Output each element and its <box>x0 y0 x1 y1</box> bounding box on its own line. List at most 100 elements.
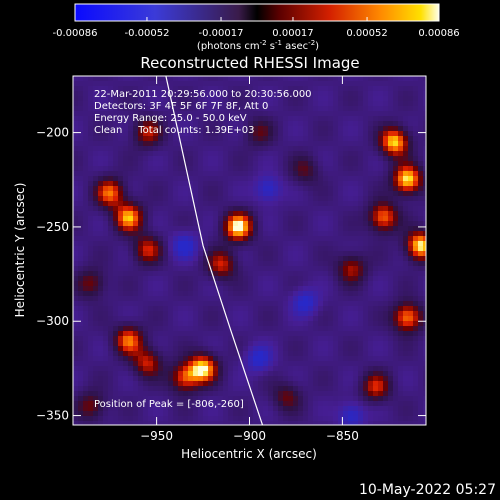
heatmap-cell <box>308 331 313 336</box>
heatmap-cell <box>198 241 203 246</box>
heatmap-cell <box>263 286 268 291</box>
heatmap-cell <box>353 76 358 81</box>
heatmap-cell <box>393 251 398 256</box>
heatmap-cell <box>133 136 138 141</box>
heatmap-cell <box>83 236 88 241</box>
heatmap-cell <box>303 266 308 271</box>
heatmap-cell <box>228 291 233 296</box>
heatmap-cell <box>163 286 168 291</box>
heatmap-cell <box>213 276 218 281</box>
heatmap-cell <box>328 366 333 371</box>
heatmap-cell <box>398 196 403 201</box>
heatmap-cell <box>413 326 418 331</box>
heatmap-cell <box>103 381 108 386</box>
heatmap-cell <box>278 421 283 425</box>
heatmap-cell <box>338 111 343 116</box>
heatmap-cell <box>378 131 383 136</box>
heatmap-cell <box>78 136 83 141</box>
heatmap-cell <box>108 176 113 181</box>
heatmap-cell <box>258 111 263 116</box>
heatmap-cell <box>103 171 108 176</box>
heatmap-cell <box>198 306 203 311</box>
heatmap-cell <box>333 196 338 201</box>
heatmap-cell <box>163 411 168 416</box>
heatmap-cell <box>383 131 388 136</box>
heatmap-cell <box>233 301 238 306</box>
heatmap-cell <box>263 301 268 306</box>
heatmap-cell <box>258 326 263 331</box>
heatmap-cell <box>323 156 328 161</box>
heatmap-cell <box>178 401 183 406</box>
heatmap-cell <box>103 256 108 261</box>
heatmap-cell <box>148 86 153 91</box>
heatmap-cell <box>353 106 358 111</box>
heatmap-cell <box>318 286 323 291</box>
heatmap-cell <box>423 231 426 236</box>
heatmap-cell <box>213 261 218 266</box>
heatmap-cell <box>88 151 93 156</box>
heatmap-cell <box>163 181 168 186</box>
heatmap-cell <box>308 406 313 411</box>
heatmap-cell <box>233 411 238 416</box>
heatmap-cell <box>203 286 208 291</box>
heatmap-cell <box>248 136 253 141</box>
heatmap-cell <box>208 171 213 176</box>
heatmap-cell <box>118 281 123 286</box>
heatmap-cell <box>403 156 408 161</box>
heatmap-cell <box>138 376 143 381</box>
heatmap-cell <box>308 81 313 86</box>
heatmap-cell <box>108 331 113 336</box>
heatmap-cell <box>388 166 393 171</box>
heatmap-cell <box>188 251 193 256</box>
heatmap-cell <box>118 346 123 351</box>
heatmap-cell <box>98 276 103 281</box>
heatmap-cell <box>328 371 333 376</box>
heatmap-cell <box>98 316 103 321</box>
heatmap-cell <box>248 111 253 116</box>
heatmap-cell <box>413 141 418 146</box>
heatmap-cell <box>338 136 343 141</box>
heatmap-cell <box>208 291 213 296</box>
heatmap-cell <box>313 361 318 366</box>
heatmap-cell <box>198 361 203 366</box>
heatmap-cell <box>278 401 283 406</box>
heatmap-cell <box>243 186 248 191</box>
heatmap-cell <box>358 251 363 256</box>
heatmap-cell <box>283 381 288 386</box>
heatmap-cell <box>283 411 288 416</box>
heatmap-cell <box>248 271 253 276</box>
heatmap-cell <box>313 331 318 336</box>
heatmap-cell <box>373 266 378 271</box>
heatmap-cell <box>273 141 278 146</box>
heatmap-cell <box>423 306 426 311</box>
heatmap-cell <box>153 271 158 276</box>
heatmap-cell <box>138 226 143 231</box>
heatmap-cell <box>343 236 348 241</box>
heatmap-cell <box>348 261 353 266</box>
heatmap-cell <box>128 311 133 316</box>
heatmap-cell <box>198 366 203 371</box>
heatmap-cell <box>338 231 343 236</box>
heatmap-cell <box>308 296 313 301</box>
heatmap-cell <box>378 266 383 271</box>
heatmap-cell <box>373 401 378 406</box>
heatmap-cell <box>163 341 168 346</box>
heatmap-cell <box>148 151 153 156</box>
heatmap-cell <box>358 306 363 311</box>
heatmap-cell <box>108 131 113 136</box>
heatmap-cell <box>133 361 138 366</box>
heatmap-cell <box>423 111 426 116</box>
heatmap-cell <box>213 351 218 356</box>
heatmap-cell <box>213 156 218 161</box>
heatmap-cell <box>213 366 218 371</box>
heatmap-cell <box>418 276 423 281</box>
heatmap-cell <box>248 151 253 156</box>
heatmap-cell <box>113 241 118 246</box>
heatmap-cell <box>113 221 118 226</box>
heatmap-cell <box>308 386 313 391</box>
heatmap-cell <box>133 391 138 396</box>
heatmap-cell <box>188 156 193 161</box>
heatmap-cell <box>303 166 308 171</box>
heatmap-cell <box>288 241 293 246</box>
heatmap-cell <box>333 211 338 216</box>
